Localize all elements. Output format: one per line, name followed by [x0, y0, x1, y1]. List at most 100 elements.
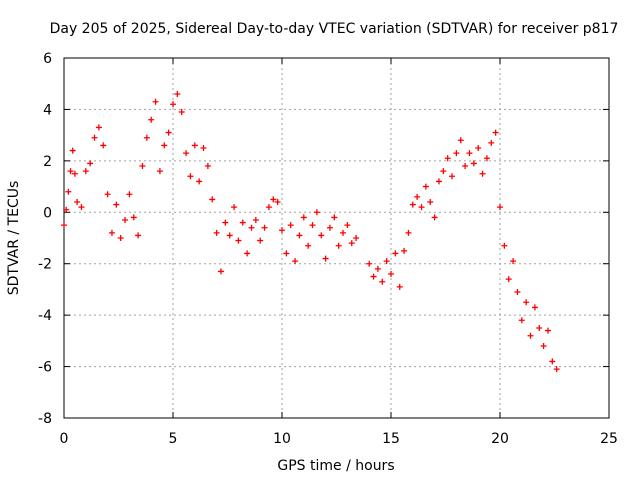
data-point [305, 242, 312, 249]
data-point [497, 204, 503, 211]
data-point [536, 325, 543, 331]
data-point [531, 304, 538, 311]
data-point [300, 214, 307, 221]
data-point [488, 139, 495, 146]
data-point [143, 134, 150, 141]
x-tick-label: 0 [60, 431, 69, 447]
data-point [466, 150, 473, 157]
data-point [462, 163, 469, 169]
tick-labels: 0 5 10 15 20 25 -8 -6 -4 -2 0 2 4 6 [38, 51, 618, 447]
data-point [414, 193, 421, 200]
y-tick-label: -8 [38, 411, 52, 427]
data-point [313, 209, 320, 216]
data-point [178, 109, 185, 115]
grid-lines [64, 58, 609, 418]
data-point [518, 317, 525, 324]
y-tick-label: 6 [43, 51, 52, 67]
data-point [435, 178, 442, 185]
data-point [523, 299, 530, 306]
data-point [67, 168, 74, 175]
data-point [104, 191, 111, 198]
data-point [161, 142, 168, 149]
x-tick-label: 5 [169, 431, 178, 447]
data-point [427, 199, 434, 205]
data-point [322, 255, 329, 262]
data-point [226, 232, 233, 239]
data-point [514, 289, 521, 295]
data-point [270, 196, 277, 203]
data-point [479, 170, 486, 177]
axis-ticks [63, 57, 610, 419]
data-point [65, 188, 72, 195]
data-point [279, 227, 285, 234]
data-point [388, 271, 394, 277]
data-point [374, 265, 381, 272]
data-point [148, 116, 155, 123]
data-point [209, 196, 216, 203]
data-point [69, 147, 76, 154]
data-point [213, 229, 220, 236]
y-tick-label: -2 [38, 257, 52, 273]
data-point [183, 150, 190, 157]
data-point [117, 235, 124, 241]
data-point [217, 268, 224, 275]
data-point [335, 242, 342, 249]
data-point [409, 201, 416, 208]
data-point [100, 142, 107, 149]
data-point [63, 206, 70, 213]
data-point [366, 260, 373, 267]
data-point [283, 250, 290, 257]
data-point [187, 173, 194, 180]
data-point [492, 129, 499, 136]
data-point [170, 101, 176, 108]
data-point [396, 283, 403, 290]
data-point [348, 240, 355, 247]
data-point [261, 224, 268, 231]
data-point [274, 199, 281, 205]
data-point [318, 232, 325, 239]
data-point [431, 214, 438, 221]
data-point [418, 204, 425, 211]
data-point [553, 366, 560, 373]
y-tick-label: 0 [43, 205, 52, 221]
data-point [130, 214, 137, 221]
data-point [257, 237, 264, 244]
data-point [174, 91, 181, 97]
data-point [444, 155, 451, 162]
data-point [453, 150, 460, 157]
data-point [527, 332, 534, 339]
data-point [191, 142, 198, 149]
data-point [505, 276, 512, 283]
data-point [483, 155, 490, 162]
chart-title: Day 205 of 2025, Sidereal Day-to-day VTE… [50, 21, 619, 37]
data-point [108, 229, 115, 236]
data-point [344, 222, 351, 229]
data-point [309, 222, 316, 229]
data-point [231, 204, 238, 211]
data-point [470, 160, 477, 167]
data-point [222, 219, 229, 226]
data-point [135, 232, 142, 239]
data-point [139, 163, 146, 169]
data-point [71, 170, 78, 177]
data-point [196, 178, 203, 185]
data-point [235, 237, 242, 244]
data-point [475, 145, 482, 151]
data-point [457, 137, 464, 144]
data-point [78, 204, 85, 211]
data-point [265, 204, 272, 211]
data-point [82, 168, 89, 175]
data-point [91, 134, 98, 141]
data-point [422, 183, 429, 190]
data-point [449, 173, 456, 180]
data-point [379, 278, 386, 285]
x-tick-label: 20 [491, 431, 509, 447]
data-point [156, 168, 163, 175]
data-point [401, 247, 408, 254]
data-point [87, 160, 94, 167]
data-point [296, 232, 303, 239]
data-point [540, 343, 547, 349]
data-point [549, 358, 556, 365]
x-tick-label: 15 [382, 431, 400, 447]
